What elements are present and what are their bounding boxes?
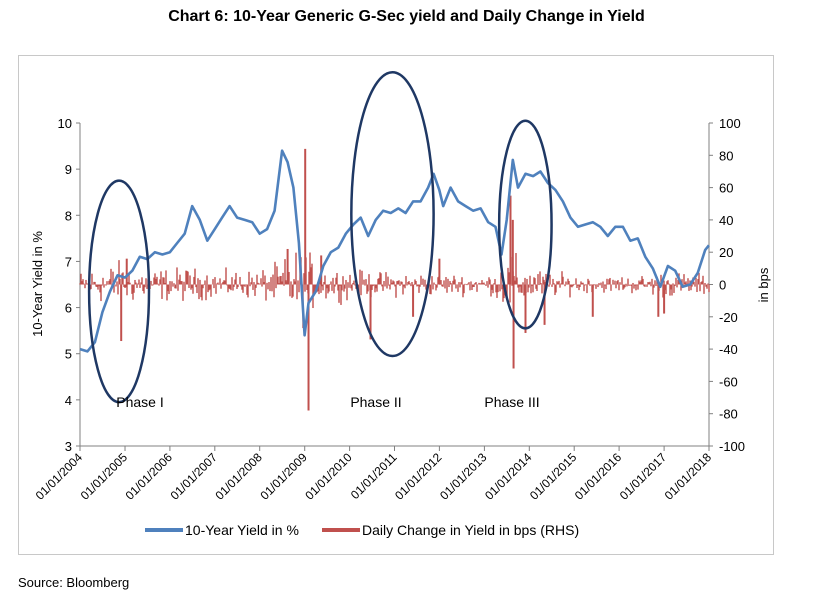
y-tick-label: 9 [65,162,72,177]
y2-tick-label: 20 [719,245,733,260]
y-tick-label: 8 [65,208,72,223]
legend: 10-Year Yield in % Daily Change in Yield… [145,522,579,538]
y2-tick-label: 100 [719,116,741,131]
x-tick-label: 01/01/2009 [257,450,310,503]
x-tick-label: 01/01/2014 [482,450,535,503]
phase-label: Phase II [350,394,401,410]
x-tick-label: 01/01/2015 [527,450,580,503]
y2-tick-label: 40 [719,213,733,228]
x-tick-label: 01/01/2011 [348,450,400,502]
yield-line [79,149,710,353]
phase-label: Phase III [484,394,539,410]
y-tick-label: 4 [65,393,72,408]
y2-axis-title: in bps [756,267,771,302]
phase-ellipse [350,70,435,358]
y2-tick-label: 60 [719,181,733,196]
chart-frame [18,55,774,555]
y-tick-label: 7 [65,254,72,269]
legend-label-change: Daily Change in Yield in bps (RHS) [362,522,579,538]
x-tick-label: 01/01/2018 [662,450,715,503]
phase-ellipse [497,119,553,330]
x-tick-label: 01/01/2017 [617,450,670,503]
chart-title: Chart 6: 10-Year Generic G-Sec yield and… [168,8,645,25]
axes: 3 4 5 6 7 8 9 10 -100 -80 -60 -40 -20 0 20 40 60 80 100 01/… [33,116,745,503]
x-tick-label: 01/01/2004 [33,450,86,503]
y-tick-label: 5 [65,347,72,362]
x-tick-label: 01/01/2010 [302,450,355,503]
x-tick-label: 01/01/2013 [437,450,490,503]
series-10y-yield [79,149,710,353]
x-tick-label: 01/01/2008 [212,450,265,503]
phase-ellipse [87,179,151,404]
phase-annotations: Phase I Phase II Phase III [87,70,553,410]
y-tick-label: 6 [65,301,72,316]
y-tick-label: 10 [58,116,72,131]
y2-tick-label: 80 [719,148,733,163]
x-tick-label: 01/01/2016 [572,450,625,503]
legend-label-yield: 10-Year Yield in % [185,522,299,538]
y2-tick-label: -60 [719,374,738,389]
y-tick-label: 3 [65,439,72,454]
y2-tick-label: 0 [719,278,726,293]
x-tick-label: 01/01/2005 [78,450,131,503]
y-axis-title: 10-Year Yield in % [30,231,45,337]
y2-tick-label: -20 [719,310,738,325]
series-daily-change [79,148,710,411]
x-tick-label: 01/01/2007 [168,450,221,503]
y2-tick-label: -80 [719,407,738,422]
y2-tick-label: -100 [719,439,745,454]
y2-tick-label: -40 [719,342,738,357]
phase-label: Phase I [116,394,163,410]
x-tick-label: 01/01/2006 [123,450,176,503]
source-note: Source: Bloomberg [18,575,130,590]
x-tick-label: 01/01/2012 [392,450,445,503]
